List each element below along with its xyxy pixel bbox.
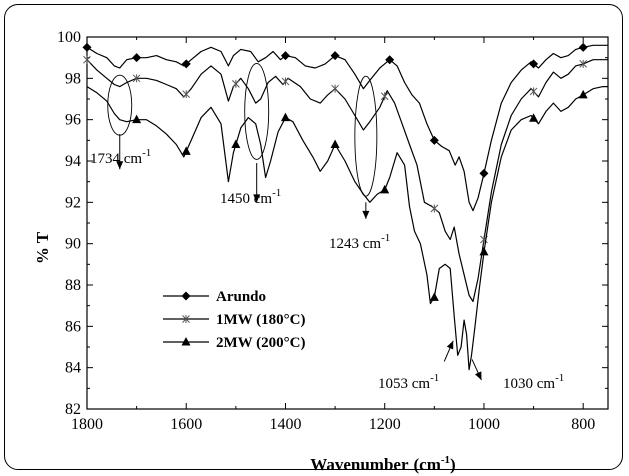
y-tick-label: 98	[65, 70, 81, 87]
axes: 1800 1600 1400 1200 1000 800 82 84 86 88 90 92 94 96 9…	[57, 29, 608, 433]
series-layer	[83, 43, 609, 370]
x-axis-title: Wavenumber (cm-1)	[310, 454, 455, 474]
series-1	[83, 43, 609, 211]
series-2	[84, 56, 609, 302]
marker-x	[282, 77, 289, 85]
peak-label: 1450 cm-1	[220, 187, 281, 207]
marker-x	[332, 85, 339, 93]
peak-ellipse	[108, 75, 132, 135]
peak-label: 1030 cm-1	[503, 372, 564, 392]
marker-triangle	[579, 90, 588, 99]
y-tick-label: 88	[65, 277, 81, 294]
y-tick-label: 94	[65, 153, 81, 170]
marker-x	[580, 60, 587, 68]
arrow-head	[362, 211, 369, 219]
marker-diamond	[132, 53, 141, 62]
marker-triangle	[380, 185, 389, 194]
legend-label: 2MW (200°C)	[216, 335, 305, 351]
x-tick-label: 800	[571, 416, 595, 433]
marker-x	[84, 56, 91, 64]
marker-triangle	[331, 139, 340, 148]
legend-entry: 1MW (180°C)	[163, 312, 305, 328]
x-tick-label: 1200	[369, 416, 401, 433]
peak-ellipse	[355, 76, 377, 196]
marker-x	[232, 80, 239, 88]
marker-diamond	[579, 43, 588, 52]
series-3	[87, 87, 608, 370]
marker-triangle	[231, 139, 240, 148]
annotation-layer: 1734 cm-1 1450 cm-1 1243 cm-1 1053 cm-1 1030…	[90, 63, 564, 392]
legend: Arundo 1MW (180°C) 2MW (200°C)	[163, 289, 305, 351]
marker-x	[530, 87, 537, 95]
y-tick-label: 90	[65, 236, 81, 253]
marker-triangle	[281, 113, 290, 122]
marker-diamond	[182, 292, 191, 301]
legend-label: 1MW (180°C)	[216, 312, 305, 328]
x-axis-title-exp: -1	[441, 454, 450, 466]
y-tick-label: 100	[57, 29, 81, 46]
y-tick-label: 92	[65, 194, 81, 211]
y-axis-title: % T	[33, 231, 52, 264]
x-axis-title-unit: (cm	[414, 455, 441, 474]
x-tick-label: 1800	[71, 416, 103, 433]
legend-label: Arundo	[216, 289, 266, 305]
x-axis-title-main: Wavenumber	[310, 455, 409, 474]
marker-triangle	[479, 247, 488, 256]
marker-x	[183, 90, 190, 98]
marker-triangle	[182, 337, 191, 346]
x-tick-label: 1400	[269, 416, 301, 433]
series-line	[87, 87, 608, 370]
x-tick-label: 1000	[468, 416, 500, 433]
marker-diamond	[479, 169, 488, 178]
y-tick-label: 84	[65, 360, 81, 377]
series-line	[87, 45, 608, 210]
peak-label: 1734 cm-1	[90, 147, 151, 167]
x-tick-label: 1600	[170, 416, 202, 433]
marker-diamond	[83, 43, 92, 52]
marker-triangle	[132, 115, 141, 124]
y-tick-label: 96	[65, 112, 81, 129]
marker-x	[431, 205, 438, 213]
series-line	[87, 60, 608, 302]
y-tick-label: 82	[65, 401, 81, 418]
legend-entry: 2MW (200°C)	[163, 335, 305, 351]
marker-triangle	[529, 113, 538, 122]
y-tick-label: 86	[65, 318, 81, 335]
x-axis-title-close: )	[450, 455, 456, 474]
marker-triangle	[182, 146, 191, 155]
marker-triangle	[430, 292, 439, 301]
peak-ellipse	[245, 63, 269, 159]
peak-label: 1243 cm-1	[329, 232, 390, 252]
peak-label: 1053 cm-1	[378, 372, 439, 392]
plot-area-border	[87, 37, 608, 409]
legend-entry: Arundo	[163, 289, 266, 305]
marker-x	[381, 92, 388, 100]
